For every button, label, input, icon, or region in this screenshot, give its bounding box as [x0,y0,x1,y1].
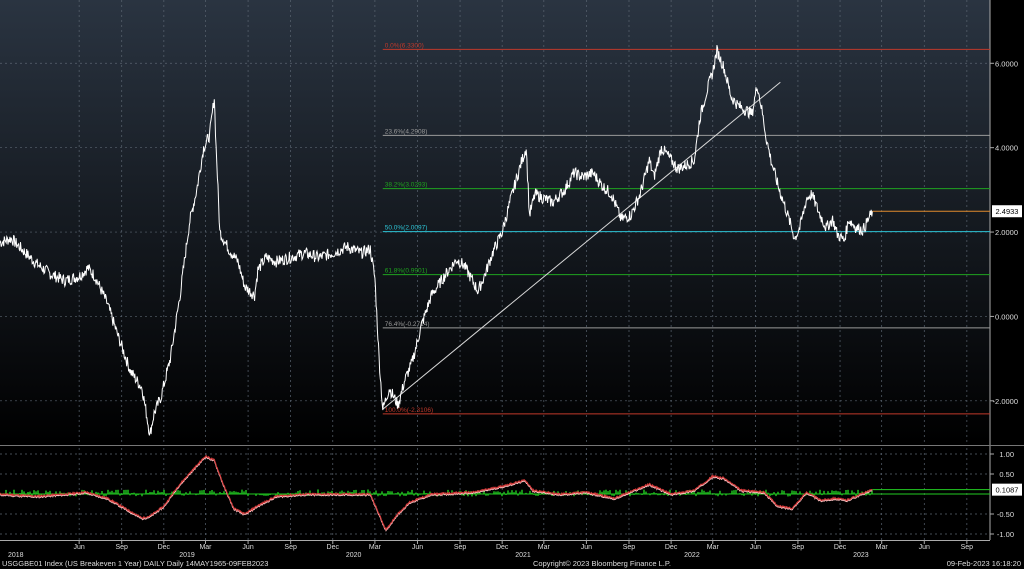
x-tick-label: Dec [327,544,340,551]
x-tick-label: Mar [707,544,720,551]
y-tick-label: -0.50 [997,510,1014,519]
x-year-label: 2018 [8,552,24,559]
x-tick-label: Jun [73,544,84,551]
x-tick-label: Sep [115,544,128,551]
x-tick-label: Sep [454,544,467,551]
footer-timestamp: 09-Feb-2023 16:18:20 [947,559,1021,568]
x-year-label: 2022 [684,552,700,559]
y-tick-label: 1.00 [999,450,1014,459]
price-panel-background [0,0,990,443]
fib-level-label: 100.0%(-2.3106) [385,407,433,414]
x-tick-label: Dec [496,544,509,551]
x-tick-label: Dec [158,544,171,551]
y-tick-label: 2.0000 [995,228,1018,237]
y-tick-label: -1.00 [997,530,1014,539]
fib-level-label: 23.6%(4.2908) [385,128,428,135]
y-tick-label: 0.0000 [995,312,1018,321]
x-year-label: 2023 [853,552,869,559]
y-axis-labels: -2.0000 0.0000 2.0000 4.0000 6.0000 -1.00 -0.5… [990,59,1018,539]
x-tick-label: Mar [199,544,212,551]
x-axis-labels: Jun Sep Dec Mar Jun Sep Dec Mar Jun Sep Dec Mar Jun S… [8,540,973,559]
trendline [382,81,781,410]
x-tick-label: Jun [919,544,930,551]
fib-level-label: 61.8%(0.9901) [385,268,428,275]
x-tick-label: Dec [665,544,678,551]
fib-level-label: 0.0%(6.3300) [385,42,424,49]
footer-copyright: Copyright© 2023 Bloomberg Finance L.P. [533,559,671,568]
x-year-label: 2020 [346,552,362,559]
fibonacci-levels: 0.0%(6.3300) 23.6%(4.2908) 38.2%(3.0293) 50… [382,42,990,415]
x-tick-label: Jun [412,544,423,551]
x-tick-label: Mar [876,544,889,551]
y-tick-label: 4.0000 [995,144,1018,153]
x-tick-label: Mar [538,544,551,551]
x-tick-label: Jun [750,544,761,551]
x-tick-label: Mar [369,544,382,551]
oscillator-last-value-tag [992,483,1022,496]
x-tick-label: Sep [961,544,974,551]
x-tick-label: Sep [623,544,636,551]
oscillator-series: 0.1087 [0,454,1022,532]
x-tick-label: Jun [242,544,253,551]
price-series: 2.4933 [0,44,1022,436]
fib-level-label: 38.2%(3.0293) [385,182,428,189]
trendline-segment [382,81,781,410]
x-tick-label: Dec [834,544,847,551]
footer-index-description: USGGBE01 Index (US Breakeven 1 Year) DAI… [2,559,268,568]
oscillator-line [0,454,873,531]
price-line [0,44,873,436]
x-tick-label: Sep [792,544,805,551]
last-value-label: 2.4933 [996,207,1019,216]
oscillator-signal-line [0,455,873,532]
x-tick-label: Sep [284,544,297,551]
x-tick-label: Jun [581,544,592,551]
y-tick-label: -2.0000 [993,397,1018,406]
y-tick-label: 6.0000 [995,59,1018,68]
last-value-tag [992,205,1022,218]
fib-level-label: 76.4%(-0.2714) [385,321,430,328]
x-year-label: 2019 [179,552,195,559]
fib-level-label: 50.0%(2.0097) [385,225,428,232]
y-tick-label: 0.50 [999,470,1014,479]
x-year-label: 2021 [515,552,531,559]
oscillator-last-value-label: 0.1087 [996,486,1019,495]
